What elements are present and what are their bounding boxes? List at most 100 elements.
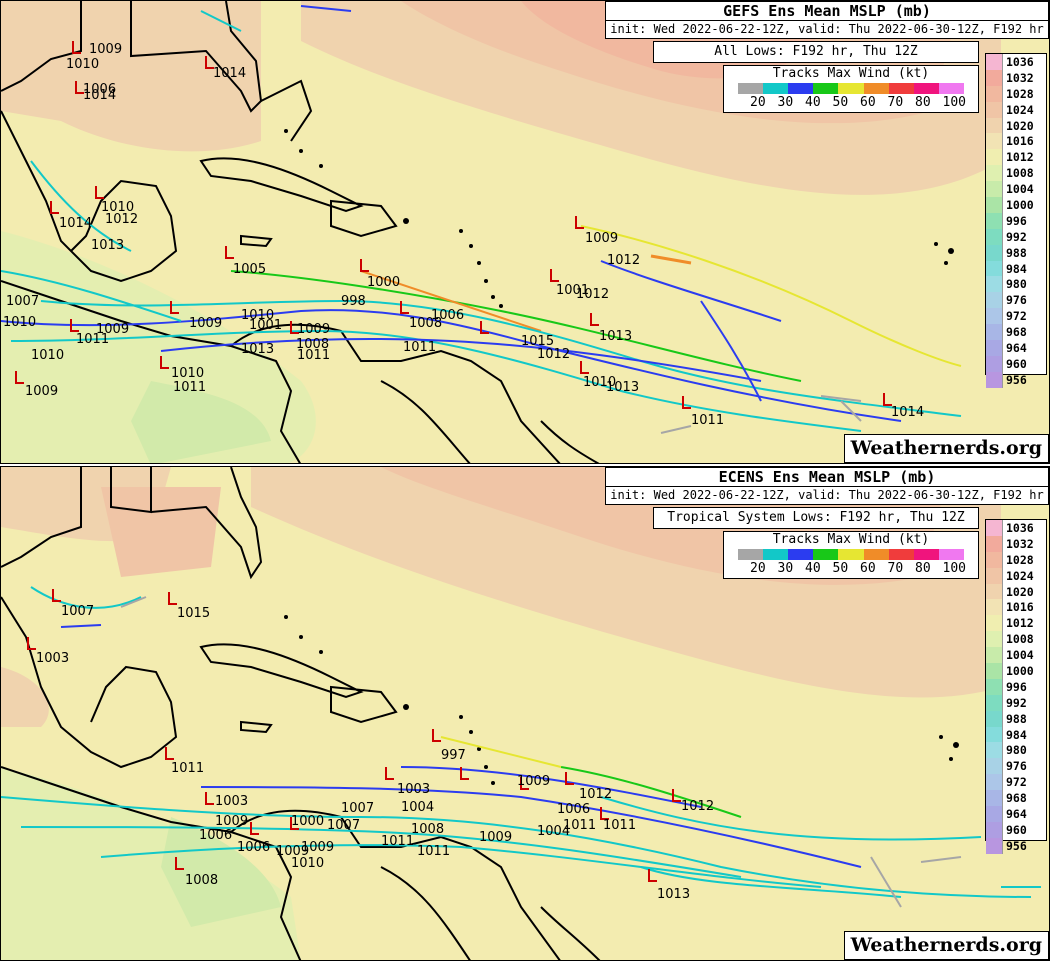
mslp-legend-row: 1028	[986, 551, 1046, 568]
mslp-legend-label: 1008	[1006, 632, 1034, 647]
mslp-legend-row: 960	[986, 355, 1046, 372]
low-label: 1013	[657, 887, 690, 902]
ecens-subtitle: init: Wed 2022-06-22-12Z, valid: Thu 202…	[605, 486, 1049, 505]
mslp-color-swatch	[986, 165, 1003, 182]
mslp-legend-label: 972	[1006, 309, 1027, 324]
low-label: 1012	[105, 212, 138, 227]
mslp-legend-row: 956	[986, 371, 1046, 388]
low-label: 1009	[89, 42, 122, 57]
mslp-color-swatch	[986, 678, 1003, 695]
mslp-legend-row: 992	[986, 694, 1046, 711]
mslp-legend-label: 1020	[1006, 584, 1034, 599]
low-label: 1003	[215, 794, 248, 809]
mslp-legend-label: 988	[1006, 711, 1027, 726]
mslp-color-swatch	[986, 85, 1003, 102]
wind-color-swatch	[788, 549, 814, 560]
wind-color-swatch	[763, 83, 789, 94]
mslp-legend-label: 956	[1006, 372, 1027, 387]
ecens-wind-legend: Tracks Max Wind (kt) 20 30 40 50 60 70 8…	[723, 531, 979, 579]
mslp-legend-row: 968	[986, 790, 1046, 807]
mslp-legend-row: 1012	[986, 149, 1046, 166]
mslp-color-swatch	[986, 324, 1003, 341]
mslp-legend-row: 972	[986, 308, 1046, 325]
mslp-legend-label: 976	[1006, 293, 1027, 308]
low-label: 1000	[367, 275, 400, 290]
wind-color-swatch	[838, 83, 864, 94]
mslp-legend-row: 996	[986, 212, 1046, 229]
low-label: 1009	[517, 774, 550, 789]
low-label: 1013	[91, 238, 124, 253]
wind-legend-label: 40	[805, 95, 821, 110]
mslp-legend-row: 1000	[986, 197, 1046, 213]
mslp-color-swatch	[986, 551, 1003, 568]
mslp-color-swatch	[986, 276, 1003, 293]
wind-color-swatch	[913, 549, 939, 560]
ecens-panel: 1007 1015 1003 1011 997 1003 1009 1006 1…	[0, 466, 1050, 961]
low-label: 1006	[237, 840, 270, 855]
low-label: 1010	[3, 315, 36, 330]
low-label: 1011	[297, 348, 330, 363]
low-label: 1014	[891, 405, 924, 420]
mslp-legend-row: 964	[986, 340, 1046, 356]
mslp-color-swatch	[986, 355, 1003, 372]
mslp-legend-row: 956	[986, 837, 1046, 854]
low-label: 1007	[6, 294, 39, 309]
wind-color-swatch	[813, 83, 839, 94]
ecens-lows-label: Tropical System Lows: F192 hr, Thu 12Z	[653, 507, 979, 529]
low-label: 1007	[61, 604, 94, 619]
low-label: 1011	[381, 834, 414, 849]
wind-legend-label: 50	[832, 95, 849, 110]
wind-color-swatch	[738, 549, 764, 560]
low-label: 1010	[101, 200, 134, 215]
mslp-legend-row: 988	[986, 710, 1046, 727]
mslp-legend-label: 976	[1006, 759, 1027, 774]
mslp-legend-row: 1016	[986, 599, 1046, 616]
low-label: 1006	[83, 82, 116, 97]
wind-legend-label: 80	[915, 95, 931, 110]
mslp-color-swatch	[986, 117, 1003, 134]
low-label: 1003	[397, 782, 430, 797]
mslp-color-swatch	[986, 308, 1003, 325]
low-label: 1015	[521, 334, 554, 349]
mslp-legend-row: 1004	[986, 181, 1046, 198]
mslp-color-swatch	[986, 790, 1003, 807]
mslp-legend-label: 1012	[1006, 150, 1034, 165]
mslp-legend-row: 1016	[986, 133, 1046, 150]
mslp-legend-label: 996	[1006, 213, 1027, 228]
low-label: 997	[441, 748, 466, 763]
mslp-color-swatch	[986, 292, 1003, 309]
mslp-legend-row: 980	[986, 742, 1046, 759]
low-label: 1012	[579, 787, 612, 802]
mslp-color-swatch	[986, 583, 1003, 600]
low-label: 1009	[479, 830, 512, 845]
low-label: 1007	[327, 818, 360, 833]
low-label: 1013	[241, 342, 274, 357]
low-label: 1009	[297, 322, 330, 337]
mslp-color-swatch	[986, 837, 1003, 854]
gefs-mslp-legend: 1036 1032 1028 1024 1020 1016 1012 1008 1004 1000…	[985, 53, 1047, 388]
low-label: 1004	[537, 824, 570, 839]
low-label: 1001	[556, 283, 589, 298]
low-label: 1005	[233, 262, 266, 277]
mslp-legend-label: 1004	[1006, 648, 1034, 663]
wind-color-swatch	[813, 549, 839, 560]
mslp-color-swatch	[986, 631, 1003, 648]
mslp-color-swatch	[986, 694, 1003, 711]
mslp-legend-row: 972	[986, 774, 1046, 791]
mslp-color-swatch	[986, 340, 1003, 356]
mslp-legend-label: 992	[1006, 695, 1027, 710]
mslp-legend-row: 1032	[986, 535, 1046, 552]
wind-legend-label: 80	[915, 561, 931, 576]
low-label: 1010	[31, 348, 64, 363]
mslp-color-swatch	[986, 520, 1003, 536]
mslp-color-swatch	[986, 726, 1003, 743]
mslp-legend-row: 1000	[986, 663, 1046, 679]
mslp-legend-row: 960	[986, 821, 1046, 838]
low-label: 1012	[607, 253, 640, 268]
low-label: 1011	[76, 332, 109, 347]
low-label: 1010	[583, 375, 616, 390]
wind-legend-title: Tracks Max Wind (kt)	[772, 66, 930, 81]
low-label: 1009	[96, 322, 129, 337]
mslp-legend-row: 1008	[986, 165, 1046, 182]
mslp-color-swatch	[986, 101, 1003, 118]
